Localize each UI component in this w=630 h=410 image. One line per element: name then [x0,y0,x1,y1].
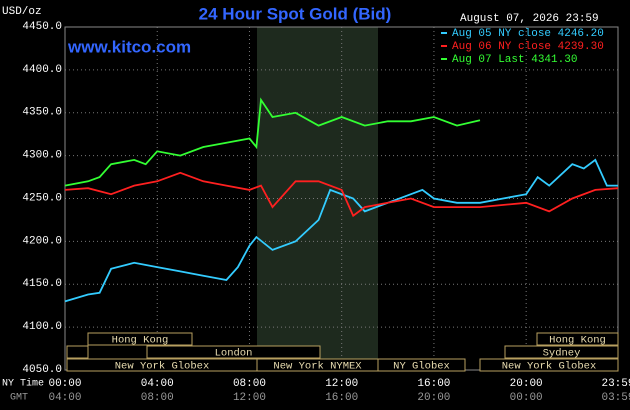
legend-entry: Aug 07 Last 4341.30 [452,54,577,66]
session-label: NY Globex [393,360,450,372]
session-box [66,345,89,359]
x-tick-label: 04:00 [141,378,174,390]
x-tick-label: 20:00 [510,378,543,390]
x-tick-label: 00:00 [48,378,81,390]
site: www.kitco.com [67,37,191,56]
legend-entry: Aug 06 NY close 4239.30 [452,41,604,53]
y-label: USD/oz [2,6,42,18]
session-label: Hong Kong [112,334,169,346]
series-line [64,97,481,187]
x2-tick-label: 20:00 [417,392,450,404]
y-tick-label: 4100.0 [22,321,62,333]
y-tick-label: 4450.0 [22,21,62,33]
x2-tick-label: 04:00 [48,392,81,404]
session-label: New York Globex [502,360,597,372]
series-line [64,158,618,303]
x-tick-label: 12:00 [325,378,358,390]
x2-tick-label: 16:00 [325,392,358,404]
session-label: New York Globex [115,360,210,372]
timestamp: August 07, 2026 23:59 [460,13,599,25]
x-tick-label: 16:00 [417,378,450,390]
x2-tick-label: 08:00 [141,392,174,404]
y-tick-label: 4050.0 [22,364,62,376]
session-label: London [215,347,253,359]
x-tick-label: 08:00 [233,378,266,390]
y-tick-label: 4150.0 [22,278,62,290]
session-box [504,345,619,359]
session-box [479,358,619,372]
y-tick-label: 4250.0 [22,192,62,204]
session-box [87,332,193,346]
y-tick-label: 4400.0 [22,64,62,76]
session-label: New York NYMEX [273,360,362,372]
session-label: Sydney [543,347,581,359]
chart-title: 24 Hour Spot Gold (Bid) [199,4,392,23]
legend-entry: Aug 05 NY close 4246.20 [452,28,604,40]
x-label: NY Time [2,378,44,390]
x-tick-label: 23:59 [601,378,630,390]
session-box [377,358,466,372]
session-box [536,332,619,346]
x2-tick-label: 00:00 [510,392,543,404]
session-box [146,345,321,359]
series-line [64,171,619,218]
x2-tick-label: 12:00 [233,392,266,404]
x2-label: GMT [10,393,28,404]
y-tick-label: 4350.0 [22,107,62,119]
y-tick-label: 4200.0 [22,235,62,247]
session-label: Hong Kong [549,334,606,346]
y-tick-label: 4300.0 [22,150,62,162]
x2-tick-label: 03:59 [601,392,630,404]
